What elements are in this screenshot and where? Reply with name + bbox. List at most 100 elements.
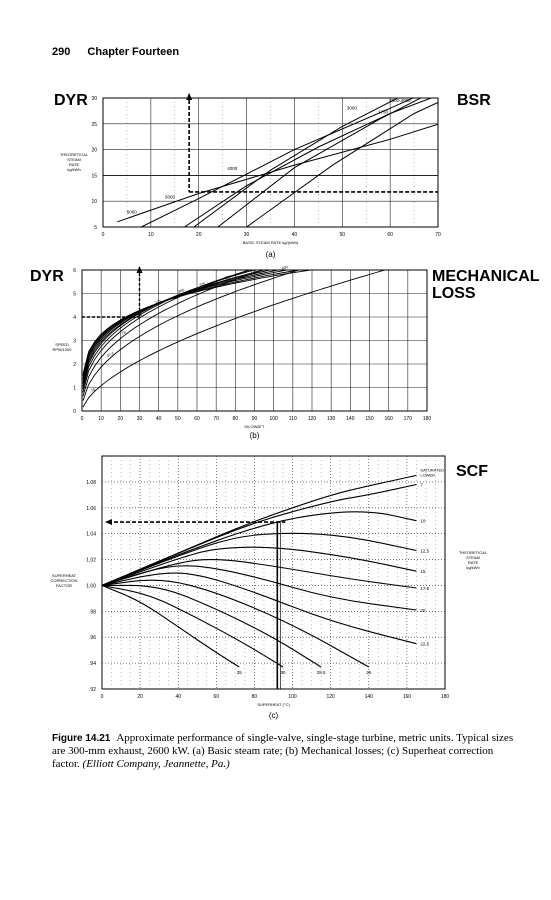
x-tick-label: 110 [289,416,297,422]
figure-label: Figure 14.21 [52,733,111,744]
y2-axis-label-line: RATE [468,560,479,565]
series-line [246,101,438,227]
x-axis-label: BASIC STEAM RATE kg/(kWh) [243,240,299,245]
y2-axis-label-line: STEAM [466,555,480,560]
guide-arrow [105,519,112,526]
series-label: 7 [420,482,423,487]
x-tick-label: 100 [269,416,278,422]
series-line [82,270,266,385]
panel-label: (b) [250,431,260,440]
series-line [102,565,417,611]
x-tick-label: 0 [101,694,104,700]
x-tick-label: 10 [98,416,104,422]
y-tick-label: 5 [73,292,76,298]
x-tick-label: 40 [156,416,162,422]
series-line [102,546,417,586]
tag-c-right: SCF [456,463,488,480]
y-axis-label-line: RPM/1000 [53,347,73,352]
tag-a-left: DYR [54,92,88,109]
series-line [102,511,417,586]
series-label: 525 [251,270,258,276]
page-header: 290 Chapter Fourteen [52,46,179,58]
series-line [117,123,438,223]
tag-b-right-2: LOSS [432,285,476,302]
y-tick-label: 4 [73,315,76,321]
series-line [141,98,415,227]
x-tick-label: 100 [288,694,297,700]
tag-b-right-1: MECHANICAL [432,268,540,285]
guide-arrow [186,93,193,100]
x-tick-label: 140 [346,416,355,422]
y-axis-label-line: kg/kWh [67,167,80,172]
y2-axis-label-line: THEORETICAL [459,550,488,555]
x-tick-label: 80 [252,694,258,700]
chapter-title: Chapter Fourteen [87,46,180,58]
series-label: 5000 [165,195,176,200]
x-tick-label: 60 [194,416,200,422]
series-line [102,584,240,668]
series-line [102,532,417,586]
series-label: 28.5 [317,670,326,675]
series-label: 15 [91,387,96,392]
y-tick-label: 1.06 [86,506,96,512]
series-label: 3000 [347,105,358,110]
y-tick-label: 0 [73,409,76,415]
y-tick-label: .96 [89,635,96,641]
x-tick-label: 50 [340,232,346,238]
x-tick-label: 120 [326,694,335,700]
series-line [102,584,284,668]
series-line [102,579,370,668]
series-label: 10 [420,519,426,524]
caption-text: Approximate performance of single-valve,… [52,732,514,770]
figure-caption: Figure 14.21 Approximate performance of s… [52,732,514,771]
x-tick-label: 10 [148,232,154,238]
y-axis-label-line: THEORETICAL [60,152,89,157]
series-line [102,572,417,645]
y-axis-label-line: STEAM [67,157,81,162]
x-tick-label: 180 [423,416,432,422]
y-tick-label: .98 [89,609,96,615]
series-label: 225 [155,299,162,305]
page-number: 290 [52,46,71,58]
x-tick-label: 120 [308,416,317,422]
y-tick-label: 1.04 [86,532,96,538]
series-label: 12.5 [420,548,429,553]
x-tick-label: 140 [365,694,374,700]
x-tick-label: 40 [175,694,181,700]
series-label: 30 [281,670,287,675]
panel-label: (c) [269,711,279,720]
y-tick-label: 1.00 [86,583,96,589]
x-tick-label: 80 [233,416,239,422]
x-tick-label: 0 [102,232,105,238]
series-line [102,584,322,668]
x-tick-label: 60 [387,232,393,238]
series-line [82,270,314,375]
guide-arrow [136,266,143,273]
y2-axis-label-line: kg/kWh [466,565,479,570]
x-tick-label: 20 [118,416,124,422]
chart-c-superheat-correction: 0 20 40 60 80 100 120 140 160 180 .92 .94 .96 .98 1.00… [51,455,488,720]
series-label: 300 [178,288,185,294]
y-tick-label: 30 [91,96,97,102]
series-label: 22.5 [420,642,429,647]
series-label: 375 [199,282,206,288]
x-tick-label: 160 [403,694,412,700]
series-label: 20 [420,608,426,613]
series-label: SATURATED [420,467,444,472]
series-label: 6000 [127,210,138,215]
y-axis-label-line: RATE [69,162,80,167]
y-tick-label: 20 [91,148,97,154]
series-line [82,270,273,382]
tag-a-right: BSR [457,92,491,109]
caption-source: (Elliott Company, Jeannette, Pa.) [82,758,230,770]
series-label: 4000 [227,166,238,171]
y-axis-label-line: SPEED [55,342,69,347]
x-tick-label: 20 [196,232,202,238]
tag-b-left: DYR [30,268,64,285]
y-tick-label: 2 [73,362,76,368]
x-tick-label: 30 [244,232,250,238]
y-axis-label-line: SUPERHEAT [52,573,77,578]
series-label: 75 [121,331,126,336]
series-line [82,270,387,408]
x-tick-label: 160 [384,416,393,422]
